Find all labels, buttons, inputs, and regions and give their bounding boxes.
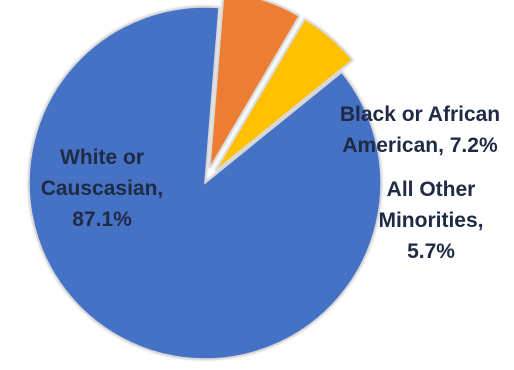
pie-slice-all-other-minorities [214,18,354,172]
data-label-line: All Other [387,178,476,201]
data-label-line: 5.7% [407,240,455,263]
data-label-line: Black or African [340,103,500,126]
data-label-line: White or [60,146,144,169]
data-label-line: Causcasian, [41,177,164,200]
data-label-black-or-african-american: Black or African American, 7.2% [340,103,500,157]
data-label-line: American, 7.2% [342,134,498,157]
pie-slice-black-or-african-american [209,0,301,169]
data-label-line: 87.1% [72,208,132,231]
pie-data-labels: White or Causcasian, 87.1% Black or African… [41,103,500,263]
data-label-all-other-minorities: All Other Minorities, 5.7% [378,178,483,263]
data-label-white-or-causcasian: White or Causcasian, 87.1% [41,146,164,231]
pie-slice-white-or-causcasian [28,6,382,360]
pie-slices [28,0,382,360]
data-label-line: Minorities, [378,209,483,232]
